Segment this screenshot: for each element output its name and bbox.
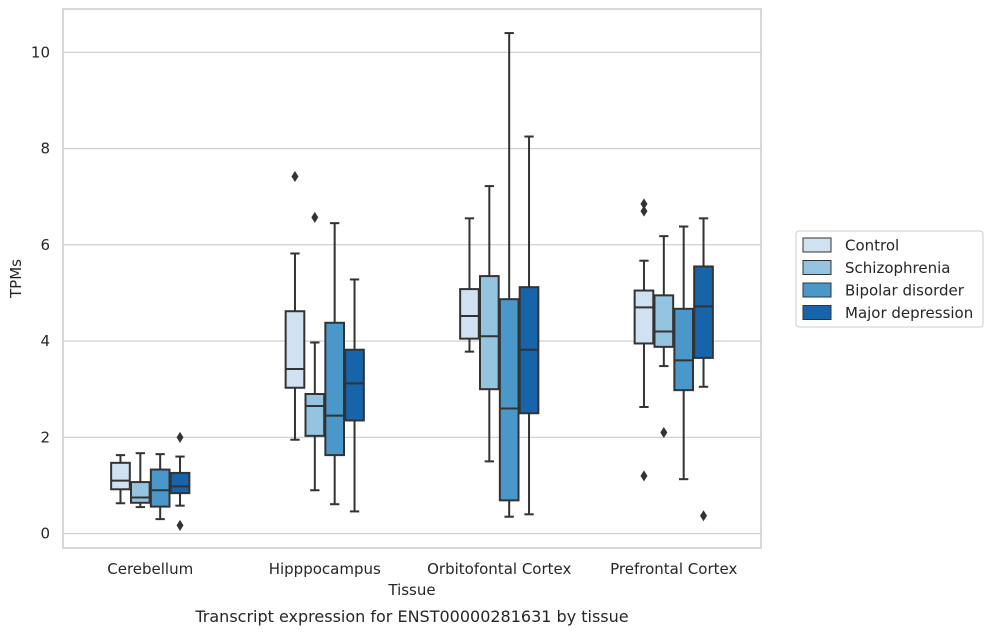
box-group — [693, 217, 714, 522]
box-iqr — [459, 288, 480, 340]
x-tick-label: Hipppocampus — [269, 560, 381, 578]
plot-area — [63, 9, 761, 548]
y-tick-label: 4 — [40, 332, 50, 350]
box-group — [304, 211, 326, 492]
chart-caption: Transcript expression for ENST0000028163… — [194, 607, 628, 626]
legend-label: Major depression — [845, 304, 973, 322]
box-group — [110, 454, 131, 505]
x-tick-label: Orbitofontal Cortex — [427, 560, 571, 578]
box-group — [459, 217, 480, 353]
legend-swatch — [802, 282, 832, 298]
outlier-marker — [640, 470, 648, 482]
x-tick-labels: Cerebellum Hipppocampus Orbitofontal Corte… — [107, 560, 737, 578]
box-iqr — [324, 321, 346, 457]
box-group — [478, 185, 500, 463]
box-iqr — [478, 275, 500, 391]
legend: Control Schizophrenia Bipolar disorder Majo… — [795, 230, 984, 328]
box-iqr — [653, 294, 675, 348]
box-iqr — [284, 310, 306, 389]
legend-swatch — [802, 237, 832, 253]
box-group — [324, 222, 346, 506]
plot-frame — [62, 8, 762, 549]
box-iqr — [110, 461, 131, 491]
outlier-marker — [176, 519, 184, 531]
box-iqr — [169, 471, 191, 495]
y-tick-label: 8 — [40, 140, 50, 158]
box-group — [169, 431, 191, 531]
box-group — [344, 278, 365, 513]
legend-swatch — [802, 260, 832, 275]
legend-swatch — [802, 305, 832, 320]
y-tick-label: 0 — [40, 525, 50, 543]
box-iqr — [693, 265, 714, 359]
y-tick-labels: 0 2 4 6 8 10 — [31, 43, 50, 542]
box-group — [284, 170, 306, 441]
box-iqr — [673, 307, 695, 392]
box-group — [673, 225, 695, 481]
y-tick-label: 6 — [40, 236, 50, 254]
box-iqr — [129, 481, 151, 504]
box-iqr — [149, 468, 171, 508]
box-iqr — [498, 298, 520, 502]
box-iqr — [344, 348, 365, 422]
x-axis-label: Tissue — [387, 581, 435, 599]
box-group — [498, 32, 520, 518]
outlier-marker — [176, 431, 184, 443]
box-iqr — [304, 393, 326, 437]
legend-frame — [795, 230, 984, 328]
box-iqr — [633, 289, 655, 345]
y-axis-label: TPMs — [7, 259, 25, 299]
outlier-marker — [700, 510, 708, 522]
box-group — [518, 135, 540, 516]
y-tick-label: 2 — [40, 428, 50, 446]
box-group — [653, 235, 675, 438]
outlier-marker — [660, 427, 668, 438]
box-group — [149, 453, 171, 521]
outlier-marker — [640, 205, 648, 217]
box-group — [633, 198, 655, 482]
x-tick-label: Cerebellum — [107, 560, 193, 578]
legend-label: Bipolar disorder — [845, 282, 965, 300]
box-group — [129, 452, 151, 509]
outlier-marker — [311, 211, 319, 223]
outlier-marker — [291, 170, 299, 182]
outlier-marker — [640, 198, 648, 210]
legend-label: Schizophrenia — [845, 259, 950, 277]
boxes — [110, 32, 714, 531]
x-tick-label: Prefrontal Cortex — [610, 560, 737, 578]
legend-label: Control — [845, 237, 899, 255]
y-tick-label: 10 — [31, 43, 50, 61]
